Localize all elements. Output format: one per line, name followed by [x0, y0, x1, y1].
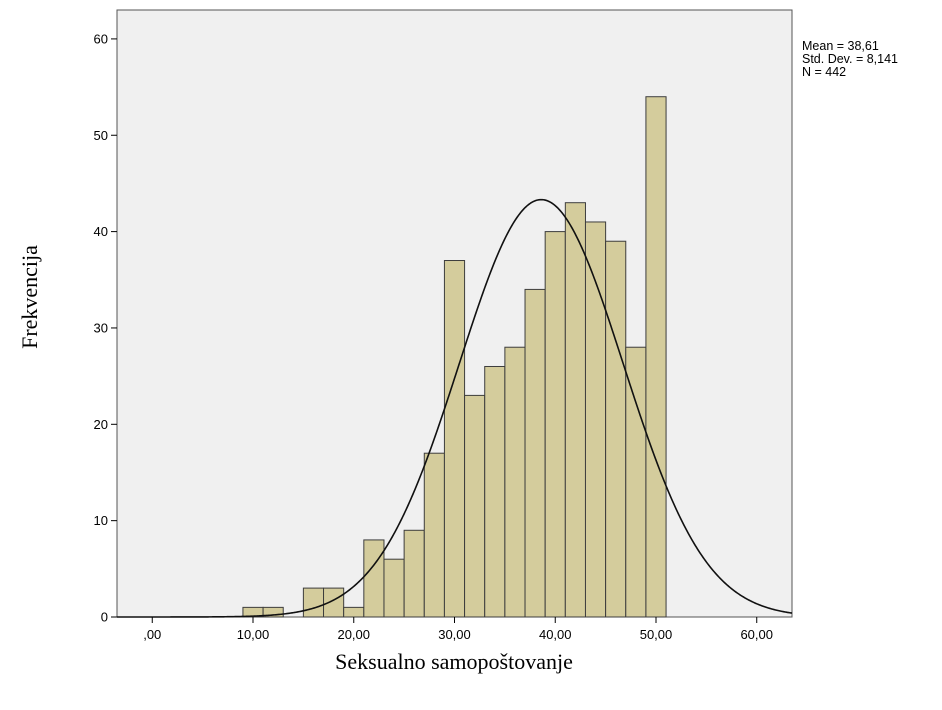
- histogram-bar-6: [363, 539, 385, 618]
- stats-std-dev: Std. Dev. = 8,141: [802, 52, 898, 66]
- histogram-bar-18: [605, 240, 627, 618]
- x-tick-label-30: 30,00: [438, 627, 471, 642]
- histogram-bar-12: [484, 365, 506, 618]
- x-tick-label-20: 20,00: [337, 627, 370, 642]
- histogram-bar-20: [645, 96, 667, 618]
- histogram-bar-13: [504, 346, 526, 618]
- histogram-bar-1: [262, 606, 284, 618]
- y-tick-label-0: 0: [101, 610, 108, 625]
- histogram-bar-11: [464, 394, 486, 618]
- stats-box: Mean = 38,61 Std. Dev. = 8,141 N = 442: [802, 39, 898, 79]
- histogram-bar-7: [383, 558, 405, 618]
- stats-mean: Mean = 38,61: [802, 39, 879, 53]
- x-tick-label-40: 40,00: [539, 627, 572, 642]
- histogram-bar-4: [323, 587, 345, 618]
- y-tick-label-60: 60: [94, 31, 108, 46]
- histogram-bar-19: [625, 346, 647, 618]
- x-tick-label-10: 10,00: [237, 627, 270, 642]
- stats-n: N = 442: [802, 65, 846, 79]
- histogram-bar-15: [544, 231, 566, 618]
- histogram-bar-5: [343, 606, 365, 618]
- histogram-bar-14: [524, 288, 546, 618]
- y-axis: 0 10 20 30 40 50 60: [94, 31, 117, 625]
- histogram-bar-3: [302, 587, 325, 618]
- histogram-bar-16: [564, 202, 586, 618]
- y-axis-title: Frekvencija: [17, 245, 42, 349]
- histogram-bar-8: [403, 529, 425, 618]
- x-tick-label-60: 60,00: [740, 627, 773, 642]
- normal-curve: [117, 198, 793, 618]
- x-axis: ,00 10,00 20,00 30,00 40,00 50,00 60,00: [143, 617, 773, 642]
- y-tick-label-40: 40: [94, 224, 108, 239]
- histogram-bar-9: [423, 452, 445, 618]
- y-tick-label-50: 50: [94, 128, 108, 143]
- y-tick-label-20: 20: [94, 417, 108, 432]
- histogram-bar-10: [443, 260, 466, 618]
- x-tick-label-50: 50,00: [640, 627, 673, 642]
- y-tick-label-10: 10: [94, 513, 108, 528]
- x-tick-label-0: ,00: [143, 627, 161, 642]
- y-tick-label-30: 30: [94, 320, 108, 335]
- x-axis-title: Seksualno samopoštovanje: [335, 649, 573, 674]
